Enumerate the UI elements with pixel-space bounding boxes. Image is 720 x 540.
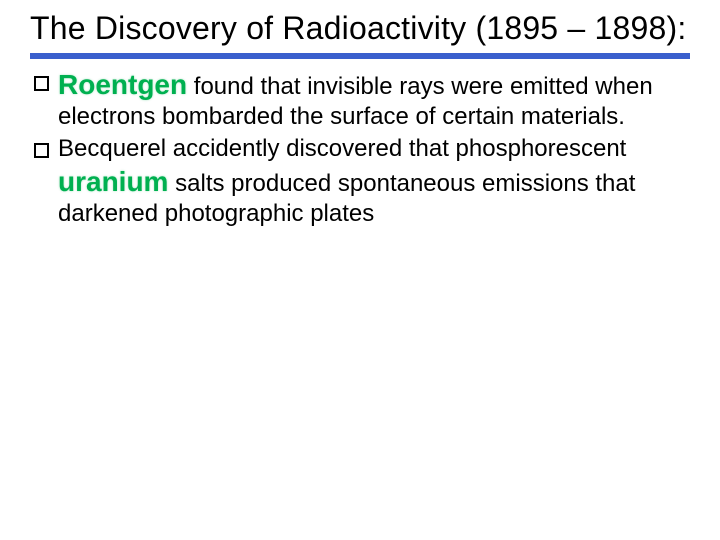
slide-body: Roentgen found that invisible rays were … bbox=[30, 67, 690, 229]
bullet-list: Roentgen found that invisible rays were … bbox=[30, 67, 690, 229]
list-item: Becquerel accidently discovered that pho… bbox=[58, 134, 690, 229]
list-item: Roentgen found that invisible rays were … bbox=[58, 67, 690, 132]
highlight-word: uranium bbox=[58, 166, 168, 197]
slide-title: The Discovery of Radioactivity (1895 – 1… bbox=[30, 10, 690, 47]
highlight-word: Roentgen bbox=[58, 69, 187, 100]
slide: The Discovery of Radioactivity (1895 – 1… bbox=[0, 0, 720, 540]
title-divider bbox=[30, 53, 690, 59]
body-text: Becquerel accidently discovered that pho… bbox=[58, 135, 626, 162]
